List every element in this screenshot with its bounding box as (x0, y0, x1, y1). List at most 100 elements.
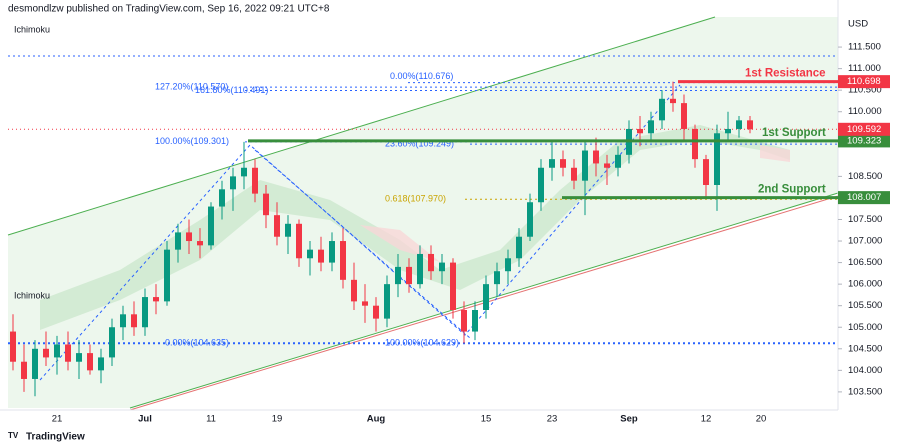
candle-body (219, 189, 225, 207)
candle-body (329, 241, 335, 263)
y-tick-label: 106.000 (848, 279, 882, 290)
price-tag (838, 191, 890, 205)
y-tick-label: 104.000 (848, 365, 882, 376)
candle-body (648, 120, 654, 134)
candle-body (296, 223, 302, 259)
price-tag (838, 134, 890, 148)
price-tag-label: 109.592 (847, 124, 881, 135)
candle-body (439, 262, 445, 272)
footer: TradingView (26, 432, 85, 443)
candle-body (681, 103, 687, 129)
candle-body (87, 353, 93, 371)
x-tick-label: 19 (272, 414, 283, 425)
candle-body (538, 167, 544, 203)
x-tick-label: Sep (620, 414, 638, 425)
candle-body (109, 327, 115, 358)
y-tick-label: 108.500 (848, 171, 882, 182)
candle-body (197, 241, 203, 246)
candle-body (461, 310, 467, 332)
candle-body (406, 266, 412, 285)
candle-body (615, 154, 621, 168)
x-tick-label: Aug (367, 414, 386, 425)
price-tag-label: 108.007 (847, 192, 881, 203)
candle-body (747, 120, 753, 130)
candle-body (54, 344, 60, 358)
fib-label: 0.618(107.970) (385, 194, 446, 204)
candle-body (362, 301, 368, 306)
candle-body (98, 357, 104, 371)
fib-label: 100.00%(109.301) (155, 136, 229, 146)
candle-body (351, 279, 357, 302)
candle-body (208, 206, 214, 246)
y-tick-label: 111.500 (848, 42, 881, 53)
y-tick-label: 107.000 (848, 236, 882, 247)
y-tick-label: 111.000 (848, 63, 881, 74)
channel-fill (8, 17, 838, 408)
candle-body (384, 284, 390, 319)
x-tick-label: 21 (52, 414, 63, 425)
candle-body (637, 128, 643, 134)
fib-label: 161.80%(110.491) (195, 85, 268, 95)
fib-label: 0.00%(110.676) (390, 71, 453, 81)
candle-body (670, 98, 676, 104)
y-tick-label: 104.500 (848, 343, 882, 354)
candle-body (43, 348, 49, 358)
fib-label: 23.60%(109.249) (385, 138, 454, 148)
level-label: 1st Resistance (745, 68, 826, 80)
y-tick-label: 106.500 (848, 257, 882, 268)
header: desmondlzw published on TradingView.com,… (8, 4, 330, 15)
candle-body (571, 167, 577, 181)
x-tick-label: 11 (206, 414, 216, 425)
candle-body (21, 361, 27, 379)
candle-body (252, 167, 258, 194)
currency: USD (848, 19, 868, 30)
candle-body (692, 128, 698, 160)
candle-body (494, 271, 500, 285)
candle-body (659, 98, 665, 121)
candle-body (241, 167, 247, 177)
candle-body (736, 120, 742, 129)
candle-body (373, 305, 379, 319)
y-tick-label: 105.500 (848, 300, 882, 311)
x-tick-label: 12 (701, 414, 712, 425)
y-tick-label: 105.000 (848, 322, 882, 333)
candle-body (549, 159, 555, 168)
indicator-label: Ichimoku (14, 24, 50, 34)
candle-body (340, 241, 346, 280)
candle-body (65, 344, 71, 362)
price-tag-label: 110.698 (847, 76, 881, 87)
logo-mark: TV (8, 431, 19, 440)
candle-body (164, 249, 170, 302)
candle-body (582, 150, 588, 181)
indicator-label: Ichimoku (14, 290, 50, 300)
candle-body (428, 253, 434, 272)
fib-trend (39, 84, 681, 381)
candle-body (120, 314, 126, 328)
ichimoku-cloud (40, 125, 790, 330)
channel-upper (7, 16, 716, 236)
price-tag (838, 122, 890, 136)
candle-body (527, 202, 533, 237)
candle-body (32, 348, 38, 379)
level-label: 1st Support (762, 127, 826, 139)
candle-body (604, 163, 610, 168)
x-tick-label: 15 (481, 414, 492, 425)
candle-body (593, 150, 599, 164)
candle-body (505, 258, 511, 272)
candle-body (131, 314, 137, 328)
candle-body (285, 223, 291, 237)
candle-body (10, 331, 16, 362)
x-tick-label: 20 (756, 414, 767, 425)
candle-body (725, 128, 731, 134)
y-tick-label: 110.500 (848, 85, 882, 96)
candle-body (483, 284, 489, 310)
candle-body (76, 353, 82, 362)
candle-body (153, 297, 159, 302)
candle-body (560, 159, 566, 168)
candle-body (175, 232, 181, 250)
candle-body (417, 253, 423, 285)
candle-body (230, 176, 236, 190)
candle-body (516, 236, 522, 259)
candle-body (274, 215, 280, 237)
